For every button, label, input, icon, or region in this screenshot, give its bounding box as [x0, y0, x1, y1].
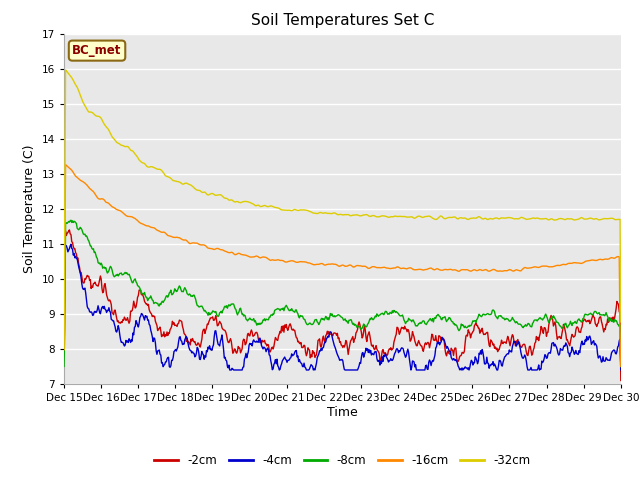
- Y-axis label: Soil Temperature (C): Soil Temperature (C): [23, 144, 36, 273]
- Text: BC_met: BC_met: [72, 44, 122, 57]
- X-axis label: Time: Time: [327, 406, 358, 419]
- Title: Soil Temperatures Set C: Soil Temperatures Set C: [251, 13, 434, 28]
- Legend: -2cm, -4cm, -8cm, -16cm, -32cm: -2cm, -4cm, -8cm, -16cm, -32cm: [150, 449, 535, 472]
